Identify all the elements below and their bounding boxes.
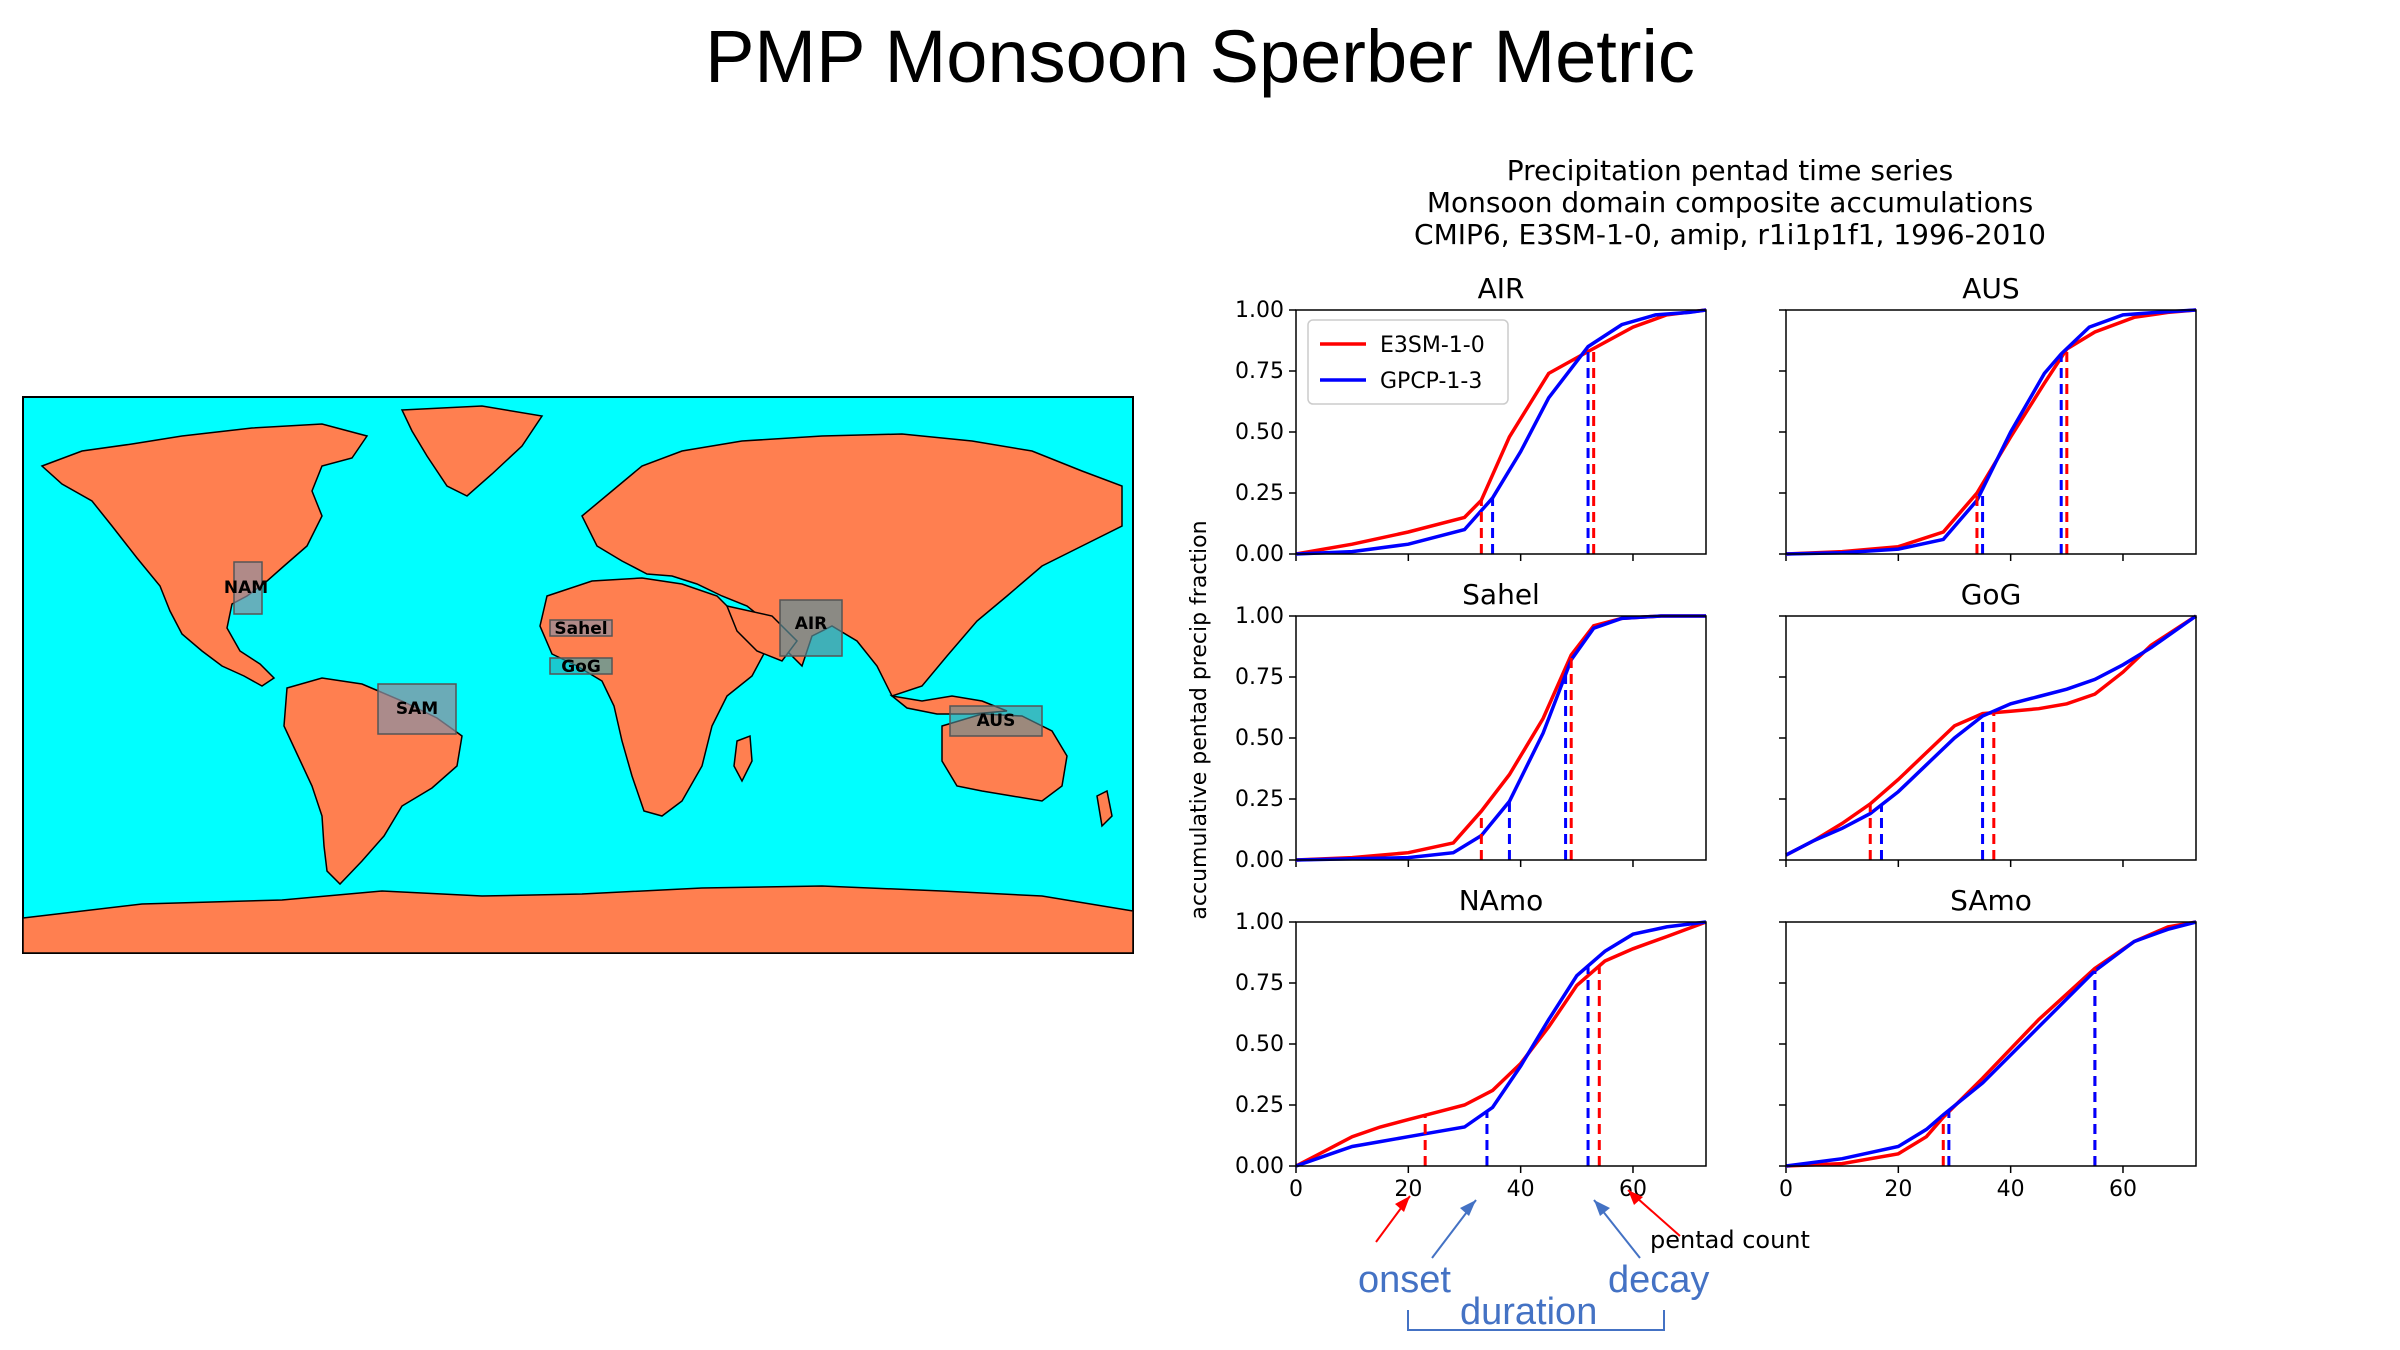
monsoon-regions: NAM Sahel GoG AIR SAM AUS: [224, 561, 1043, 737]
panel-frame: [1295, 921, 1707, 1167]
y-tick-label: 0.75: [1235, 665, 1284, 690]
series-line-gpcp-1-3: [1785, 308, 2197, 556]
y-tick-label: 0.50: [1235, 1032, 1284, 1057]
x-tick-label: 0: [1289, 1177, 1303, 1202]
annotations: onset duration decay pentad count: [1358, 1189, 1810, 1333]
onset-arrowhead-red: [1395, 1196, 1410, 1212]
region-label-aus: AUS: [977, 711, 1016, 731]
series-line-e3sm-1-0: [1295, 614, 1706, 862]
panel-air: AIR 0.00 0.25 0.50 0.75 1.00 E3SM-1-0 GPCP-1-3: [1235, 272, 1707, 567]
land-madagascar: [733, 734, 753, 783]
panel-title-namo: NAmo: [1459, 884, 1544, 917]
y-tick-label: 0.00: [1235, 542, 1284, 567]
onset-annotation: onset: [1358, 1259, 1451, 1301]
onset-arrowhead-blue: [1460, 1200, 1476, 1216]
y-tick-label: 0.50: [1235, 420, 1284, 445]
panel-frame: [1785, 921, 2197, 1167]
region-label-air: AIR: [795, 614, 828, 634]
region-box-nam: [233, 561, 263, 615]
panel-samo: SAmo 0 20 40 60: [1779, 884, 2197, 1202]
region-box-air: [779, 599, 843, 657]
legend-label-gpcp-1-3: GPCP-1-3: [1380, 369, 1482, 394]
y-tick-label: 1.00: [1235, 298, 1284, 323]
land-new-zealand: [1096, 789, 1113, 828]
pentad-count-annotation: pentad count: [1650, 1226, 1810, 1254]
series-line-e3sm-1-0: [1785, 308, 2197, 556]
series-line-gpcp-1-3: [1295, 308, 1707, 556]
x-tick-label: 0: [1779, 1177, 1793, 1202]
y-tick-label: 0.50: [1235, 726, 1284, 751]
series-line-gpcp-1-3: [1785, 614, 2198, 857]
duration-annotation: duration: [1460, 1291, 1597, 1333]
panel-frame: [1785, 309, 2197, 555]
decay-arrowhead-blue: [1594, 1200, 1610, 1216]
y-tick-label: 0.00: [1235, 848, 1284, 873]
duration-bracket: [1407, 1310, 1665, 1331]
land-north-america: [40, 423, 369, 687]
y-tick-label: 1.00: [1235, 910, 1284, 935]
region-label-sahel: Sahel: [554, 619, 607, 639]
y-tick-label: 0.75: [1235, 971, 1284, 996]
y-tick-label: 0.00: [1235, 1154, 1284, 1179]
series-line-gpcp-1-3: [1295, 920, 1707, 1168]
panel-frame: [1295, 309, 1707, 555]
y-tick-label: 0.25: [1235, 787, 1284, 812]
panel-title-gog: GoG: [1961, 578, 2022, 611]
region-box-aus: [949, 705, 1043, 737]
chart-title-line-2: Monsoon domain composite accumulations: [1427, 186, 2033, 219]
series-line-e3sm-1-0: [1295, 920, 1707, 1168]
region-box-sam: [377, 683, 457, 735]
y-tick-label: 0.75: [1235, 359, 1284, 384]
x-tick-label: 60: [2109, 1177, 2137, 1202]
legend-box: [1307, 319, 1509, 405]
region-label-nam: NAM: [224, 578, 268, 598]
region-box-sahel: [549, 619, 613, 637]
panel-aus: AUS: [1779, 272, 2197, 561]
series-line-e3sm-1-0: [1295, 308, 1707, 556]
y-tick-label: 0.25: [1235, 481, 1284, 506]
x-tick-label: 40: [1997, 1177, 2025, 1202]
series-line-e3sm-1-0: [1785, 614, 2197, 857]
x-tick-label: 40: [1507, 1177, 1535, 1202]
panel-frame: [1785, 615, 2197, 861]
slide-title: PMP Monsoon Sperber Metric: [705, 15, 1695, 98]
x-tick-label: 20: [1884, 1177, 1912, 1202]
y-tick-label: 1.00: [1235, 604, 1284, 629]
panel-sahel: Sahel 0.00 0.25 0.50 0.75 1.00: [1235, 578, 1707, 873]
panel-title-aus: AUS: [1962, 272, 2019, 305]
region-box-gog: [549, 657, 613, 675]
land-antarctica: [22, 885, 1134, 954]
panel-gog: GoG: [1779, 578, 2198, 867]
legend-label-e3sm-1-0: E3SM-1-0: [1380, 333, 1485, 358]
panel-title-samo: SAmo: [1950, 884, 2032, 917]
chart-title-line-3: CMIP6, E3SM-1-0, amip, r1i1p1f1, 1996-20…: [1414, 218, 2046, 251]
series-line-gpcp-1-3: [1785, 920, 2197, 1168]
land-eurasia: [581, 433, 1123, 697]
decay-arrowhead-red: [1628, 1190, 1643, 1205]
series-line-gpcp-1-3: [1295, 614, 1706, 862]
y-axis-label: accumulative pentad precip fraction: [1187, 520, 1212, 919]
series-line-e3sm-1-0: [1785, 920, 2197, 1168]
decay-annotation: decay: [1608, 1259, 1709, 1301]
legend: E3SM-1-0 GPCP-1-3: [1307, 319, 1509, 405]
region-label-gog: GoG: [561, 657, 601, 677]
panel-frame: [1295, 615, 1707, 861]
region-label-sam: SAM: [396, 699, 438, 719]
y-tick-label: 0.25: [1235, 1093, 1284, 1118]
panel-title-sahel: Sahel: [1462, 578, 1540, 611]
land-greenland: [400, 405, 544, 497]
chart-title-line-1: Precipitation pentad time series: [1507, 154, 1954, 187]
panel-title-air: AIR: [1478, 272, 1525, 305]
world-map: NAM Sahel GoG AIR SAM AUS: [22, 396, 1134, 954]
